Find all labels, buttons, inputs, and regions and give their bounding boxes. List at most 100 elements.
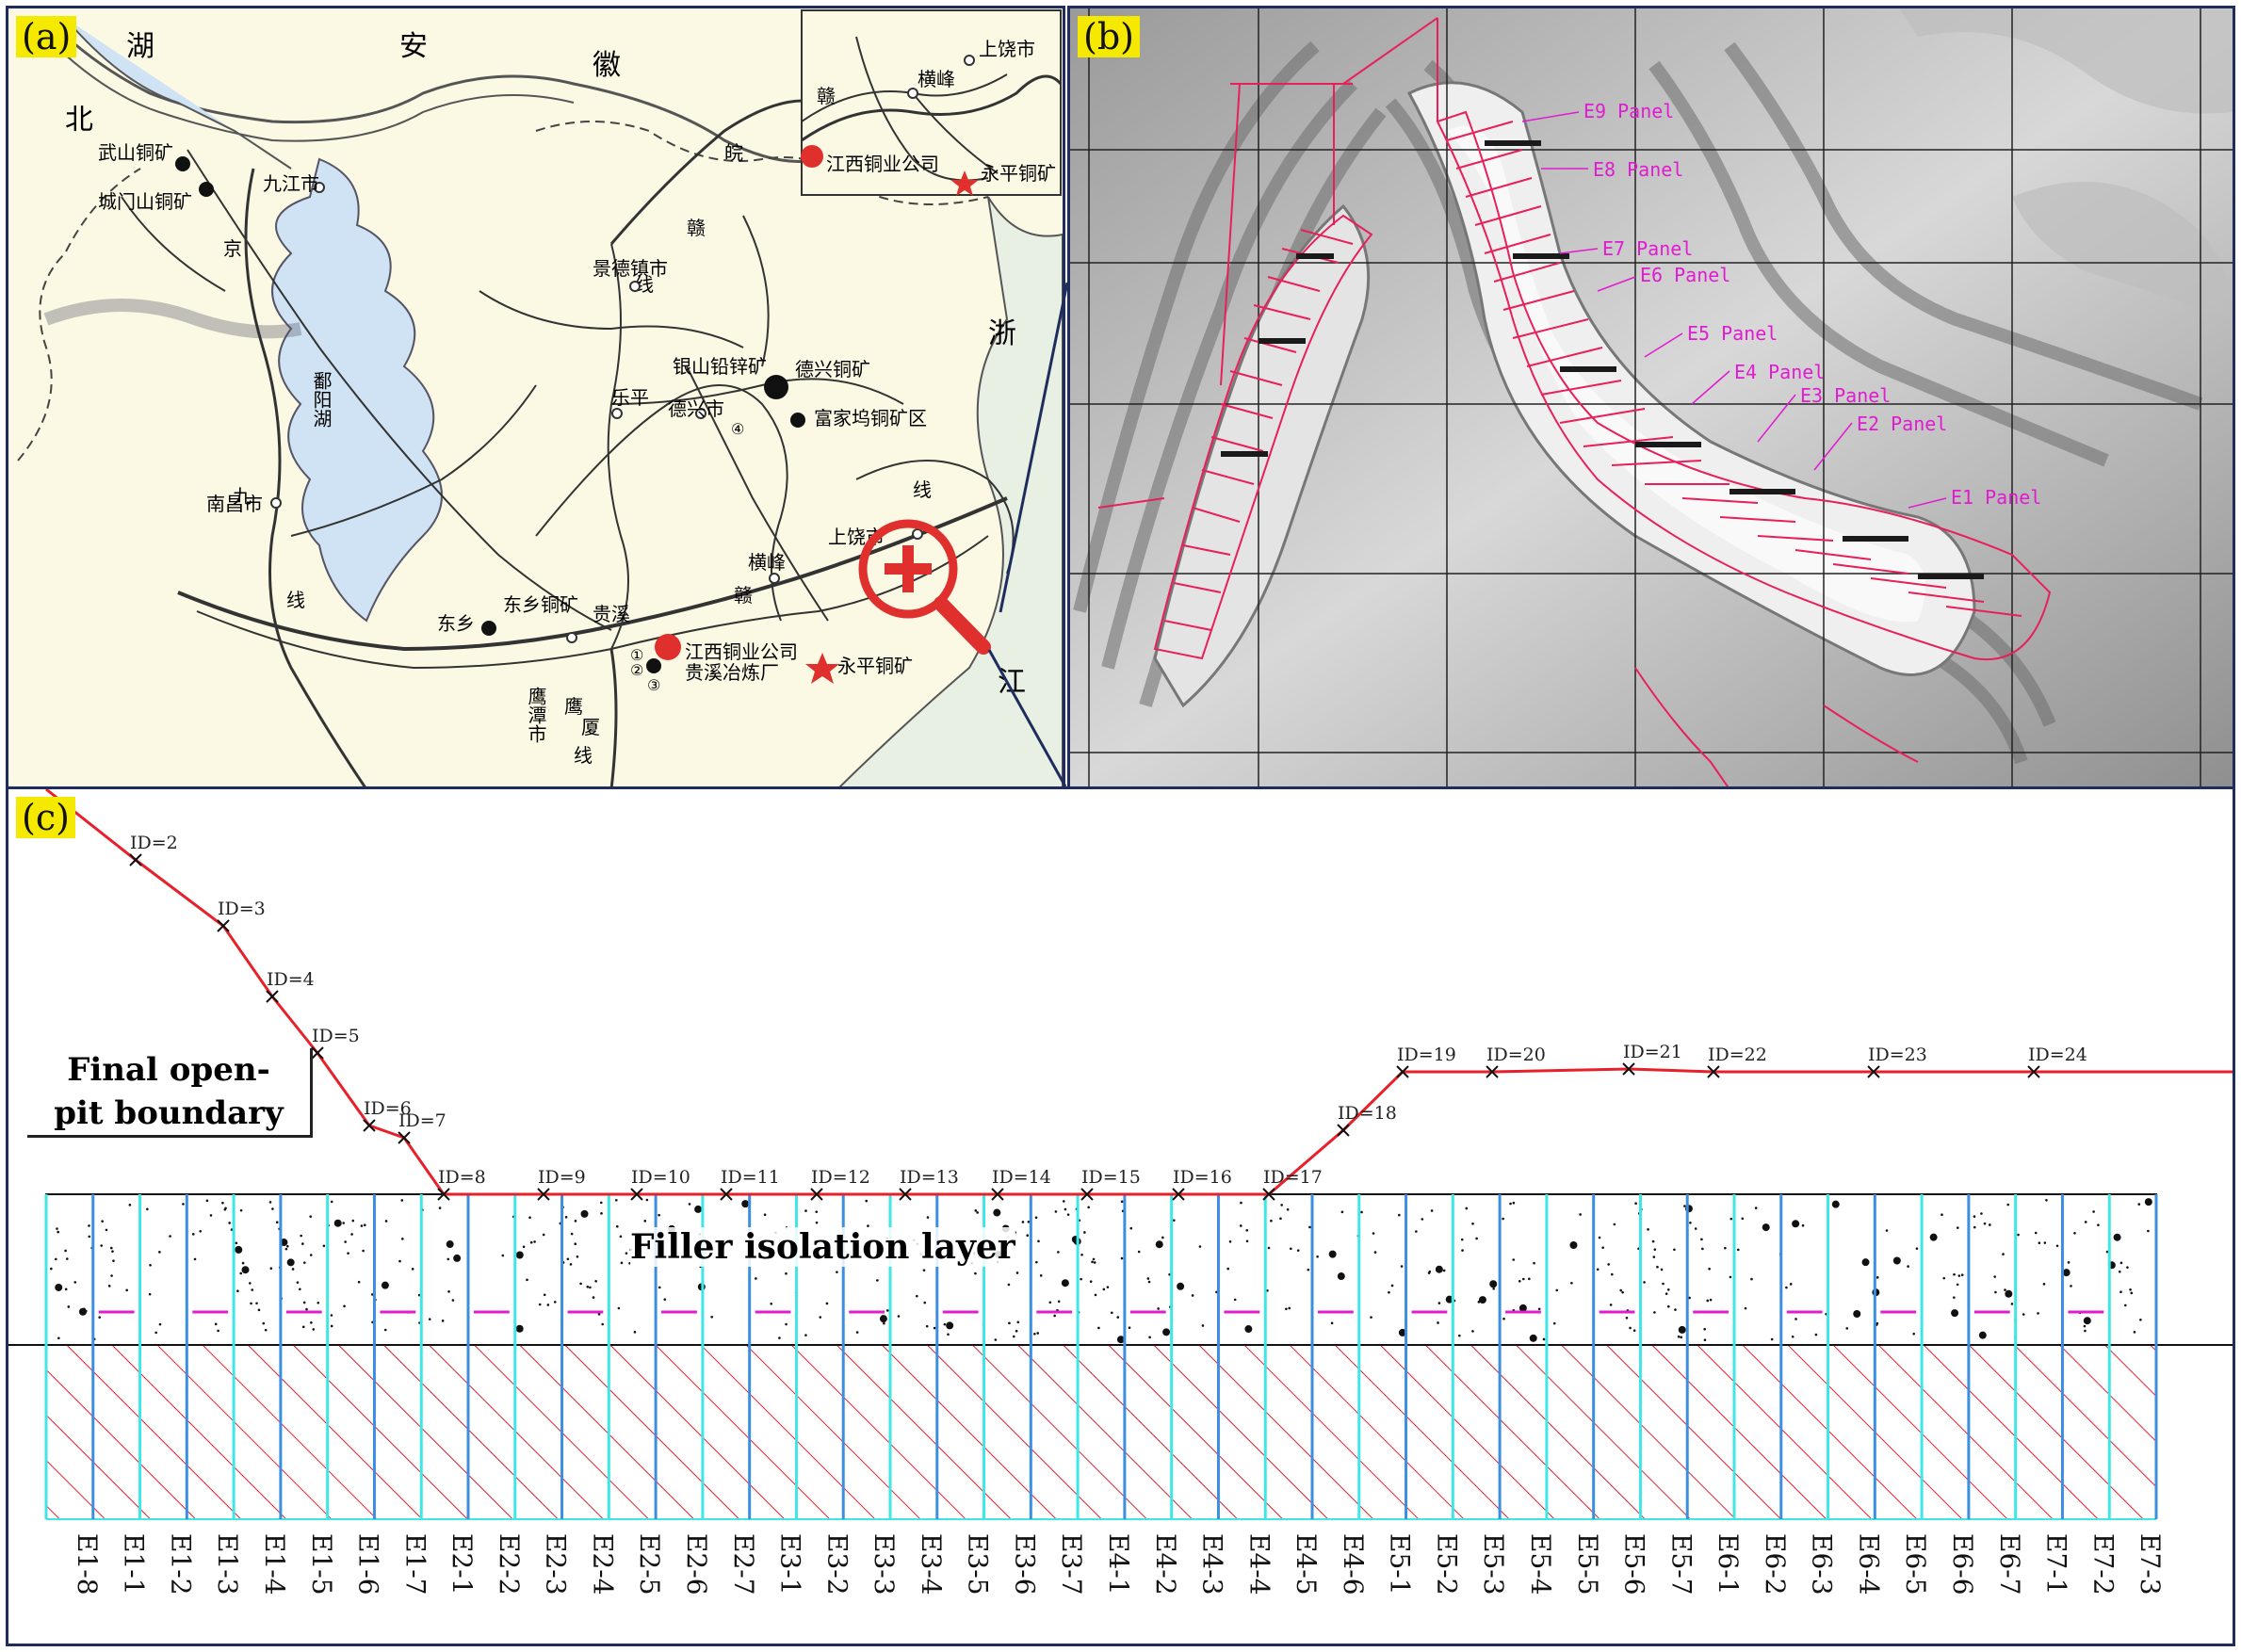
rail-label: 京 — [223, 237, 242, 260]
boundary-point-id: ID=9 — [538, 1167, 586, 1188]
stope-label: E4-2 — [1150, 1533, 1181, 1595]
boundary-point: ID=10 — [630, 1167, 690, 1201]
stope-label: E7-1 — [2041, 1533, 2072, 1595]
boundary-point-id: ID=22 — [1708, 1045, 1767, 1065]
inset-rail-label: 赣 — [817, 85, 836, 107]
company-dot — [655, 634, 681, 660]
boundary-point-id: ID=24 — [2028, 1045, 2087, 1065]
inset-city-label: 横峰 — [918, 68, 955, 90]
stope-labels: E1-8 E1-1 E1-2 E1-3 E1-4 E1-5 E1-6 E1-7 E2-1 E2-2… — [72, 1533, 2166, 1595]
inset-mine-label: 永平铜矿 — [981, 162, 1056, 185]
inset-company-dot — [801, 145, 823, 168]
filler-layer — [45, 1193, 2157, 1346]
boundary-point: ID=5 — [311, 1026, 360, 1060]
rail-label: 线 — [913, 478, 932, 501]
boundary-point: ID=3 — [217, 899, 266, 932]
province-label: 浙 — [988, 317, 1016, 350]
stope-label: E2-6 — [681, 1533, 712, 1595]
magnifier-icon — [858, 519, 991, 655]
rail-label: 厦 — [581, 716, 600, 738]
mine-panel-label: E9 Panel — [1583, 100, 1674, 122]
site-number: ① — [630, 646, 643, 664]
stope-label: E6-4 — [1853, 1533, 1884, 1595]
province-label: 安 — [399, 30, 428, 63]
boundary-point-id: ID=17 — [1263, 1167, 1323, 1188]
regional-map: 上饶市 横峰 赣 江西铜业公司 永平铜矿 湖 北 安 徽 浙 江 鄱阳湖 京 九… — [8, 8, 1063, 789]
mine-label: 银山铅锌矿 — [673, 355, 767, 378]
boundary-markers: ID=2 ID=3 ID=4 ID=5 ID=6ID=7 ID=8 ID=9 ID=10 ID=… — [129, 833, 2087, 1201]
inset-city-label: 上饶市 — [979, 38, 1035, 60]
stope-label: E6-6 — [1947, 1533, 1978, 1595]
boundary-point-id: ID=8 — [438, 1167, 486, 1188]
boundary-point: ID=9 — [537, 1167, 586, 1201]
mine-panel-label: E5 Panel — [1687, 322, 1778, 345]
stope-label: E6-2 — [1760, 1533, 1791, 1595]
yongping-mine-star — [805, 653, 839, 684]
boundary-point: ID=8 — [437, 1167, 486, 1201]
mine-plan: E9 Panel E8 Panel E7 Panel E6 Panel E5 P… — [1070, 8, 2233, 789]
boundary-point-id: ID=6 — [364, 1098, 412, 1119]
stope-label: E3-5 — [963, 1533, 994, 1595]
mine-label: 城门山铜矿 — [98, 190, 192, 213]
company-label: 江西铜业公司 — [685, 640, 798, 663]
stope-label: E1-6 — [353, 1533, 384, 1595]
city-label: 横峰 — [748, 551, 786, 574]
boundary-point-id: ID=2 — [130, 833, 178, 853]
stope-label: E2-5 — [634, 1533, 665, 1595]
site-number: ② — [630, 661, 643, 679]
boundary-point: ID=20 — [1486, 1045, 1546, 1078]
mine-panel-label: E8 Panel — [1593, 158, 1683, 181]
cross-section: ID=2 ID=3 ID=4 ID=5 ID=6ID=7 ID=8 ID=9 ID=10 ID=… — [8, 789, 2233, 1595]
stope-label: E3-3 — [869, 1533, 900, 1595]
boundary-point: ID=12 — [810, 1167, 870, 1201]
boundary-label-line: pit boundary — [54, 1094, 284, 1132]
boundary-point-id: ID=14 — [992, 1167, 1051, 1188]
boundary-point: ID=4 — [266, 969, 315, 1003]
stope-label: E2-1 — [447, 1533, 478, 1595]
stope-label: E5-2 — [1431, 1533, 1462, 1595]
mine-label: 富家坞铜矿区 — [814, 407, 927, 429]
boundary-label-line: Final open- — [67, 1051, 270, 1089]
boundary-point: ID=2 — [129, 833, 178, 866]
boundary-point-id: ID=13 — [900, 1167, 959, 1188]
boundary-point: ID=24 — [2027, 1045, 2087, 1078]
city-label: 景德镇市 — [593, 257, 668, 280]
mine-panel-label: E4 Panel — [1734, 361, 1825, 383]
boundary-point: ID=18 — [1337, 1103, 1397, 1137]
stope-label: E1-3 — [212, 1533, 243, 1595]
stope-label: E3-1 — [775, 1533, 806, 1595]
stope-label: E5-4 — [1525, 1533, 1556, 1595]
province-label: 湖 — [126, 30, 154, 63]
stope-label: E3-2 — [821, 1533, 853, 1595]
site-number: ③ — [647, 676, 660, 694]
ore-hatch-zone — [46, 1345, 2156, 1519]
stope-label: E1-2 — [165, 1533, 196, 1595]
stope-label: E5-3 — [1478, 1533, 1509, 1595]
city-label: 贵溪 — [593, 603, 630, 625]
rail-label: 赣 — [734, 584, 753, 607]
stope-label: E1-1 — [119, 1533, 150, 1595]
stope-label: E5-6 — [1619, 1533, 1650, 1595]
filler-particles — [50, 1198, 2152, 1344]
city-label: 东乡 — [437, 612, 475, 635]
boundary-point-id: ID=12 — [811, 1167, 870, 1188]
inset-mine-star — [950, 170, 979, 196]
mine-label: 德兴铜矿 — [795, 358, 870, 381]
boundary-point: ID=7 — [398, 1110, 447, 1144]
boundary-point-id: ID=3 — [218, 899, 266, 919]
city-label: 九江市 — [263, 172, 319, 195]
stope-label: E6-5 — [1900, 1533, 1931, 1595]
stope-label: E6-1 — [1713, 1533, 1744, 1595]
city-label: 鹰潭市 — [525, 687, 547, 743]
stope-label: E7-2 — [2087, 1533, 2119, 1595]
panel-tag: (c) — [16, 797, 75, 838]
mine-label: 东乡铜矿 — [503, 593, 578, 616]
boundary-point-id: ID=11 — [721, 1167, 780, 1188]
inset-company-label: 江西铜业公司 — [826, 153, 939, 175]
open-pit-boundary-line — [45, 789, 2233, 1196]
stope-label: E7-3 — [2135, 1533, 2166, 1595]
stope-label: E4-6 — [1338, 1533, 1369, 1595]
stope-label: E4-3 — [1197, 1533, 1228, 1595]
stope-label: E4-1 — [1103, 1533, 1134, 1595]
boundary-point: ID=13 — [899, 1167, 959, 1201]
